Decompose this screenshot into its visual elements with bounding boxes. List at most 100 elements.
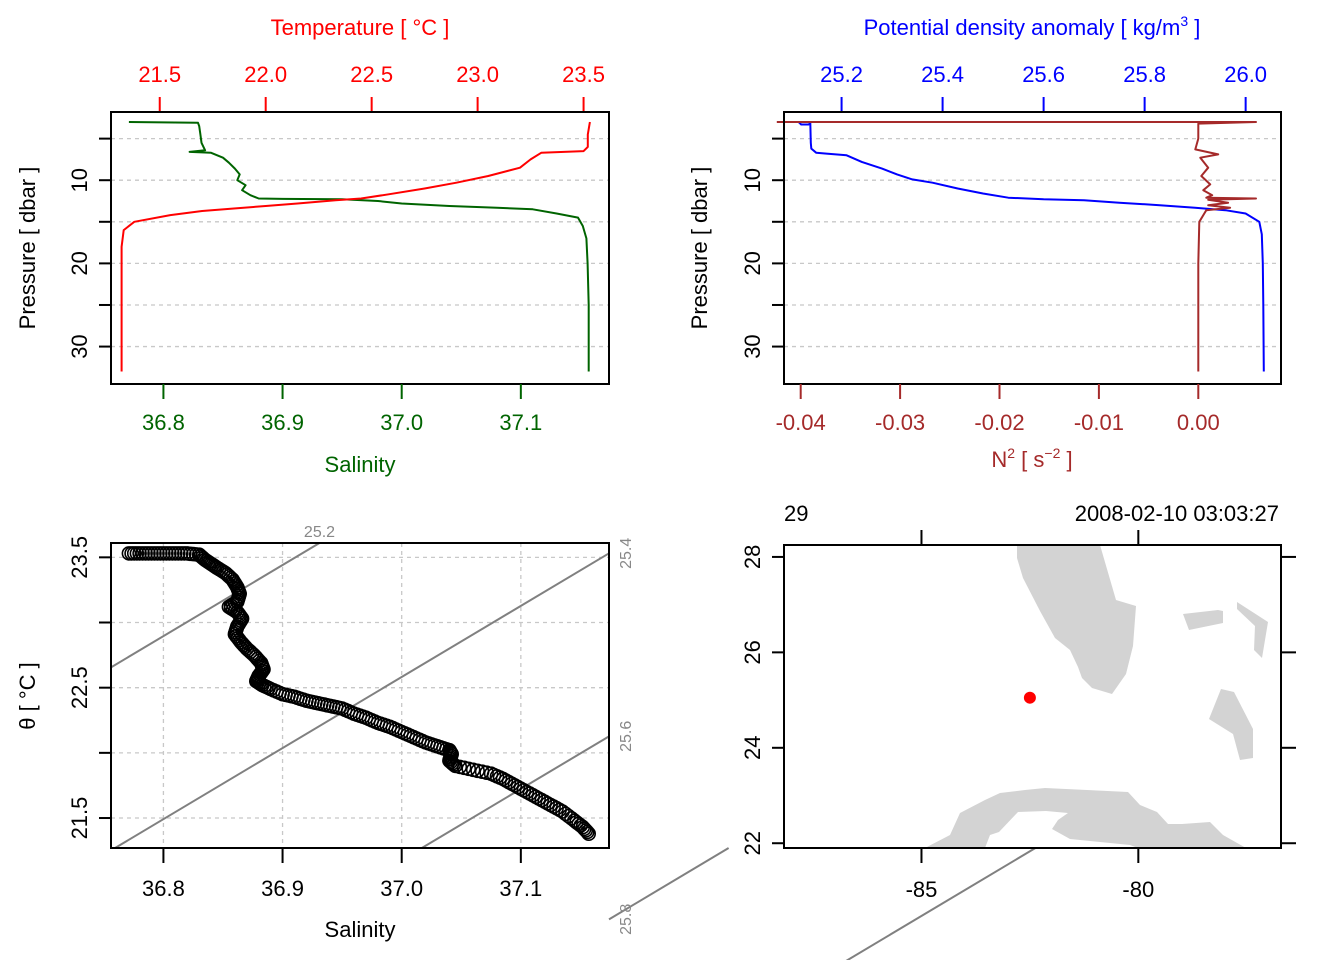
bottom-axis-tick-label: -0.03 <box>875 410 925 435</box>
salinity-axis: 36.8 36.9 37.0 37.1 <box>142 384 542 435</box>
pressure-gridlines <box>111 137 609 348</box>
density-axis-title-exp: 3 <box>1180 13 1188 29</box>
top-axis-tick-label: 25.4 <box>921 62 964 87</box>
salinity-axis-title: Salinity <box>325 452 396 477</box>
isopycnal-line <box>608 847 730 921</box>
theta-tick-label: 23.5 <box>67 536 92 579</box>
isopycnal-label: 25.6 <box>618 721 635 752</box>
land-bahamas-andros <box>1183 610 1223 630</box>
latitude-tick-label: 24 <box>740 736 765 760</box>
isopycnal-line <box>845 847 1036 960</box>
theta-axis-title: θ [ °C ] <box>15 662 40 729</box>
panel-station-map: -85 -80 22 24 26 28 29 2008-02-10 03:03:27 <box>740 501 1296 902</box>
longitude-tick-label: -85 <box>906 877 938 902</box>
top-axis-tick-label: 23.5 <box>562 62 605 87</box>
theta-tick-label: 21.5 <box>67 797 92 840</box>
station-number-label: 29 <box>784 501 808 526</box>
density-axis-title-end: ] <box>1188 15 1200 40</box>
salinity-tick-label: 36.9 <box>261 876 304 901</box>
n2-axis-title-n: N <box>991 447 1007 472</box>
ts-point <box>446 757 462 772</box>
profile-series <box>120 121 591 372</box>
station-time-label: 2008-02-10 03:03:27 <box>1075 501 1279 526</box>
bottom-axis-tick-label: 0.00 <box>1177 410 1220 435</box>
station-marker[interactable] <box>1023 691 1036 704</box>
plot-frame <box>783 544 1282 849</box>
n2-axis-title-unit: [ s <box>1015 447 1044 472</box>
latitude-tick-label: 26 <box>740 640 765 664</box>
longitude-tick-label: -80 <box>1122 877 1154 902</box>
n2-axis-title-unit-exp: −2 <box>1044 445 1060 461</box>
ts-point <box>581 826 597 842</box>
bottom-axis-tick-label: 37.0 <box>380 410 423 435</box>
n2-axis-title-exp: 2 <box>1007 445 1015 461</box>
density-axis: 25.2 25.4 25.6 25.8 26.0 <box>820 62 1267 112</box>
top-axis-tick-label: 25.2 <box>820 62 863 87</box>
isopycnal-line <box>114 552 610 849</box>
plot-frame <box>783 111 1282 385</box>
panel-temperature-salinity-profile: Temperature [ °C ] 21.5 22.0 22.5 23.0 23.5 … <box>15 15 610 477</box>
land-bahamas-south <box>1209 689 1253 760</box>
salinity-axis: 36.8 36.9 37.0 37.1 <box>142 848 542 901</box>
plot-frame <box>110 111 610 385</box>
profile-series <box>776 121 1265 372</box>
isopycnal-line <box>110 542 321 669</box>
plot-frame <box>110 542 610 849</box>
n2-axis: -0.04 -0.03 -0.02 -0.01 0.00 <box>776 384 1220 435</box>
salinity-axis-title: Salinity <box>325 917 396 942</box>
series-line-n- <box>776 121 1257 372</box>
bottom-axis-tick-label: -0.01 <box>1074 410 1124 435</box>
density-axis-title-main: Potential density anomaly [ kg/m <box>864 15 1181 40</box>
n2-axis-title: N2 [ s−2 ] <box>991 445 1072 472</box>
pressure-axis: 10 20 30 <box>740 137 784 359</box>
bottom-axis-tick-label: 36.9 <box>261 410 304 435</box>
series-line-temperature <box>120 121 591 372</box>
n2-axis-title-end: ] <box>1060 447 1072 472</box>
latitude-tick-label: 22 <box>740 831 765 855</box>
theta-axis: 21.5 22.5 23.5 <box>67 536 111 840</box>
pressure-tick-label: 30 <box>67 334 92 358</box>
theta-tick-label: 22.5 <box>67 666 92 709</box>
ts-point <box>576 821 592 837</box>
isopycnal-label: 25.8 <box>618 904 635 935</box>
temperature-axis-title: Temperature [ °C ] <box>271 15 450 40</box>
top-axis-tick-label: 22.0 <box>244 62 287 87</box>
ts-point <box>443 754 459 770</box>
land-cuba <box>925 788 1246 848</box>
pressure-tick-label: 10 <box>740 168 765 192</box>
top-axis-tick-label: 26.0 <box>1224 62 1267 87</box>
top-axis-tick-label: 25.6 <box>1022 62 1065 87</box>
pressure-tick-label: 10 <box>67 168 92 192</box>
top-axis-tick-label: 25.8 <box>1123 62 1166 87</box>
panel-ts-diagram: 25.2 25.4 25.6 25.8 26 21.5 22.5 23.5 36.8 36.9… <box>15 524 1036 960</box>
series-line-salinity <box>128 121 590 372</box>
series-line-potential-density-anomaly <box>797 121 1265 372</box>
isopycnal-label: 25.2 <box>304 524 335 541</box>
bottom-axis-tick-label: 37.1 <box>499 410 542 435</box>
bottom-axis-tick-label: 36.8 <box>142 410 185 435</box>
panel-density-profile: Potential density anomaly [ kg/m3 ] 25.2… <box>687 13 1282 472</box>
bottom-axis-tick-label: -0.02 <box>974 410 1024 435</box>
top-axis-tick-label: 23.0 <box>456 62 499 87</box>
isopycnal-label: 25.4 <box>618 538 635 569</box>
top-axis-tick-label: 22.5 <box>350 62 393 87</box>
isopycnal-lines: 25.2 25.4 25.6 25.8 26 <box>110 524 1036 960</box>
pressure-axis-title: Pressure [ dbar ] <box>687 167 712 330</box>
temperature-axis: 21.5 22.0 22.5 23.0 23.5 <box>138 62 605 112</box>
ts-point <box>578 823 594 838</box>
land-florida <box>1017 545 1136 694</box>
top-axis-tick-label: 21.5 <box>138 62 181 87</box>
salinity-tick-label: 37.1 <box>499 876 542 901</box>
pressure-tick-label: 30 <box>740 334 765 358</box>
pressure-tick-label: 20 <box>67 251 92 275</box>
latitude-tick-label: 28 <box>740 545 765 569</box>
pressure-tick-label: 20 <box>740 251 765 275</box>
bottom-axis-tick-label: -0.04 <box>776 410 826 435</box>
pressure-axis: 10 20 30 <box>67 137 111 359</box>
land-polygons <box>925 545 1268 848</box>
salinity-tick-label: 37.0 <box>380 876 423 901</box>
ts-points <box>121 546 597 842</box>
ts-point <box>579 824 595 840</box>
map-axes: -85 -80 22 24 26 28 <box>740 530 1296 902</box>
